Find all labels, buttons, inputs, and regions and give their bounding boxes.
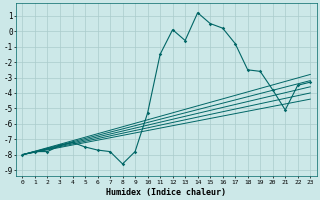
X-axis label: Humidex (Indice chaleur): Humidex (Indice chaleur): [106, 188, 226, 197]
